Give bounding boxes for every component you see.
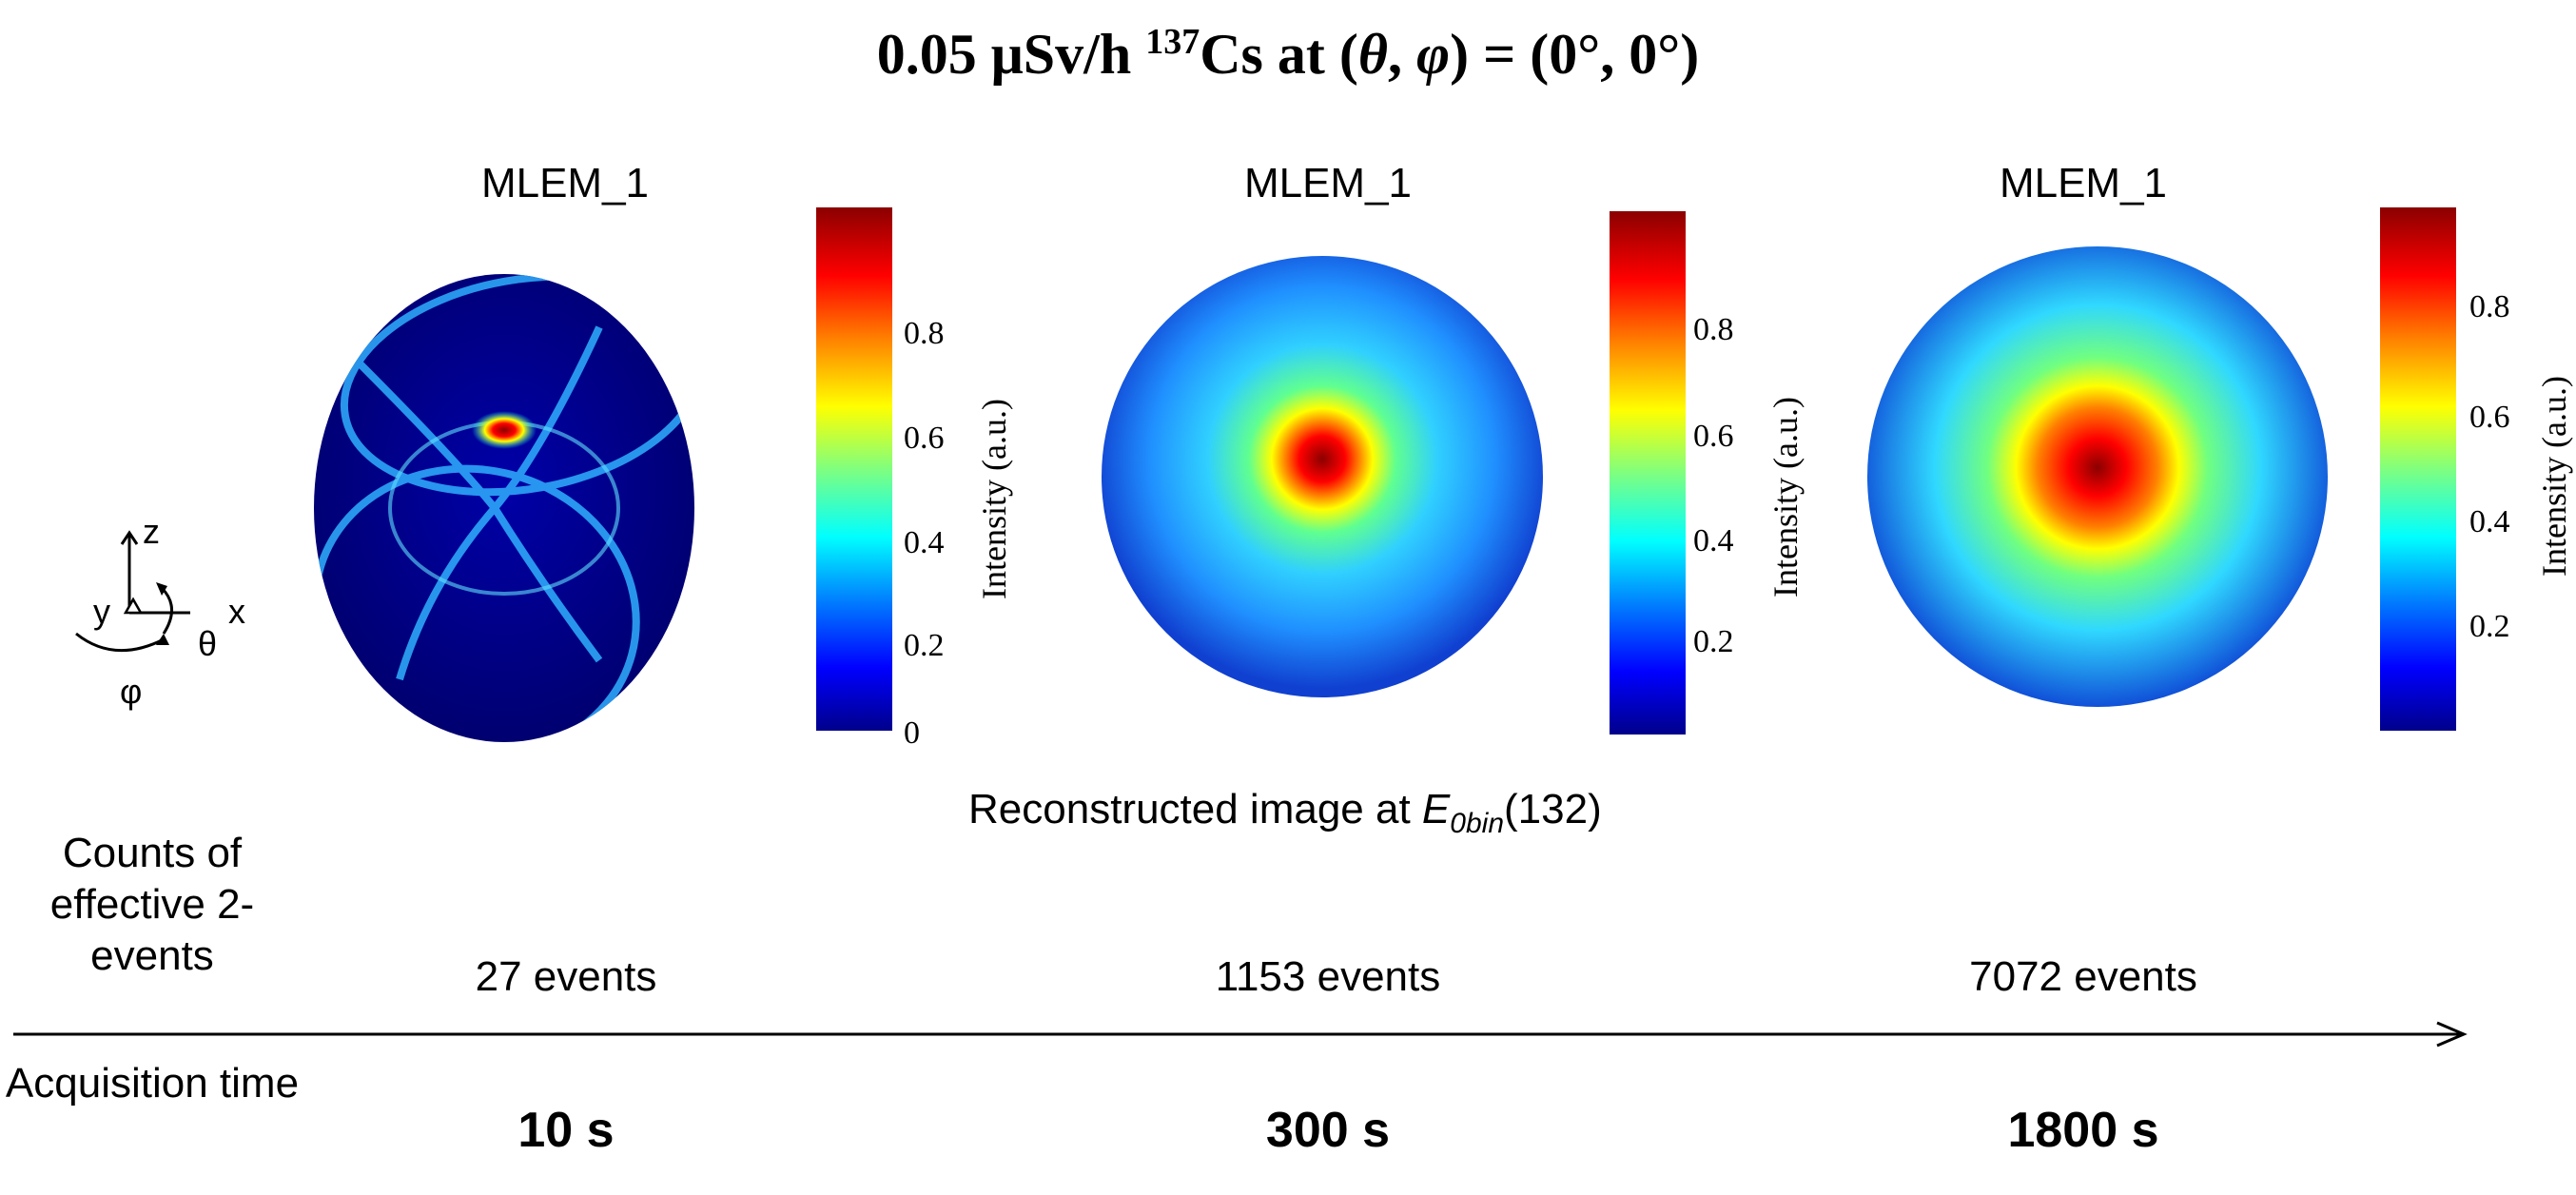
colorbar-3-tick-0.2: 0.2 <box>2469 609 2510 644</box>
axis-phi-label: φ <box>120 672 143 711</box>
time-2: 300 s <box>1265 1103 1391 1158</box>
colorbar-2-title: Intensity (a.u.) <box>1766 397 1805 598</box>
colorbar-2 <box>1610 211 1686 735</box>
colorbar-3 <box>2380 207 2456 731</box>
colorbar-2-tick-0.6: 0.6 <box>1693 419 1734 454</box>
sphere-image-2 <box>1102 256 1543 697</box>
colorbar-1-tick-0.4: 0.4 <box>904 525 945 560</box>
colorbar-3-tick-0.6: 0.6 <box>2469 400 2510 435</box>
colorbar-3-title: Intensity (a.u.) <box>2535 376 2573 577</box>
colorbar-1-title: Intensity (a.u.) <box>975 399 1013 599</box>
events-1: 27 events <box>475 953 657 1000</box>
panel-3-label: MLEM_1 <box>1999 160 2168 206</box>
colorbar-2-tick-0.2: 0.2 <box>1693 624 1734 659</box>
panel-1-label: MLEM_1 <box>480 160 650 206</box>
axis-y-label: y <box>93 592 110 631</box>
events-3: 7072 events <box>1969 953 2197 1000</box>
colorbar-1 <box>816 207 892 731</box>
colorbar-1-tick-0.8: 0.8 <box>904 316 945 351</box>
colorbar-2-tick-0.8: 0.8 <box>1693 312 1734 347</box>
axis-x-label: x <box>228 592 245 631</box>
time-1: 10 s <box>517 1103 615 1158</box>
time-3: 1800 s <box>2007 1103 2159 1158</box>
axis-theta-label: θ <box>198 624 218 663</box>
figure-title: 0.05 μSv/h 137Cs at (θ, φ) = (0°, 0°) <box>876 22 1700 86</box>
reconstructed-caption: Reconstructed image at E0bin(132) <box>968 786 1602 839</box>
colorbar-3-tick-0.4: 0.4 <box>2469 504 2510 539</box>
colorbar-1-tick-0.6: 0.6 <box>904 421 945 456</box>
counts-row-label: Counts of effective 2-events <box>49 830 255 979</box>
events-2: 1153 events <box>1215 953 1441 1000</box>
colorbar-1-tick-0: 0 <box>904 715 920 751</box>
colorbar-2-tick-0.4: 0.4 <box>1693 523 1734 558</box>
colorbar-1-tick-0.2: 0.2 <box>904 628 945 663</box>
axis-z-label: z <box>143 512 160 551</box>
panel-2-label: MLEM_1 <box>1243 160 1413 206</box>
acquisition-row-label: Acquisition time <box>5 1060 300 1107</box>
hotspot-1 <box>472 411 537 449</box>
sphere-image-1 <box>314 274 694 742</box>
sphere-image-3 <box>1867 246 2328 707</box>
colorbar-3-tick-0.8: 0.8 <box>2469 289 2510 324</box>
time-arrow <box>13 1021 2468 1048</box>
axes-indicator <box>75 530 190 653</box>
